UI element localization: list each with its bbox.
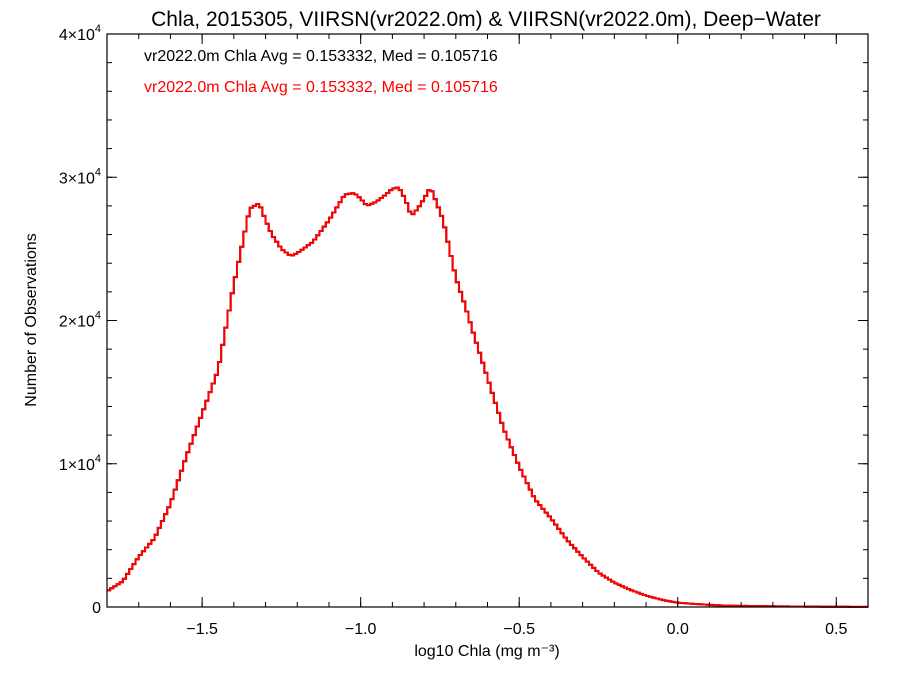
y-tick-label-exponent: 4 [95, 23, 101, 35]
x-tick-label: 0.0 [667, 621, 689, 638]
plot-frame [106, 33, 869, 608]
y-tick-label: 3×104 [59, 166, 101, 187]
y-tick-label-exponent: 4 [95, 453, 101, 465]
annotation-red: vr2022.0m Chla Avg = 0.153332, Med = 0.1… [144, 79, 498, 96]
y-tick-label: 4×104 [59, 23, 101, 44]
x-tick-label: −1.5 [186, 621, 218, 638]
y-tick-label: 2×104 [59, 310, 101, 331]
series-layer [107, 186, 868, 608]
x-tick-label: 0.5 [825, 621, 847, 638]
y-tick-label-base: 4×10 [59, 27, 95, 44]
x-axis-label: log10 Chla (mg m⁻³) [414, 643, 559, 660]
annotation-black: vr2022.0m Chla Avg = 0.153332, Med = 0.1… [144, 48, 498, 65]
y-tick-label-exponent: 4 [95, 166, 101, 178]
y-tick-label: 0 [92, 600, 101, 617]
series-line-0 [107, 186, 868, 608]
y-tick-label: 1×104 [59, 453, 101, 474]
y-tick-label-base: 1×10 [59, 457, 95, 474]
series-line-1 [107, 186, 868, 608]
y-tick-label-exponent: 4 [95, 310, 101, 322]
x-tick-label: −1.0 [345, 621, 377, 638]
y-axis-label: Number of Observations [23, 233, 40, 406]
y-tick-label-base: 0 [92, 600, 101, 617]
y-tick-label-base: 2×10 [59, 314, 95, 331]
x-tick-label: −0.5 [503, 621, 535, 638]
chart-title: Chla, 2015305, VIIRSN(vr2022.0m) & VIIRS… [151, 8, 821, 31]
y-tick-label-base: 3×10 [59, 170, 95, 187]
